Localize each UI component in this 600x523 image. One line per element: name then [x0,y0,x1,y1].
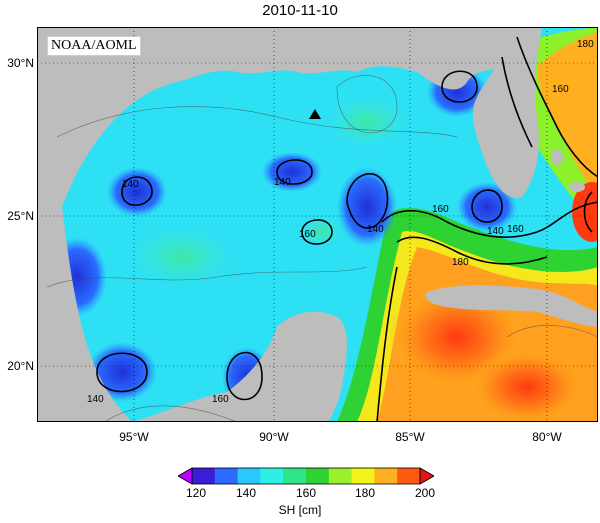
land-cuba [425,285,598,327]
colorbar-max-arrow [419,467,434,485]
cold-eddy-w [107,167,167,217]
map-border [37,27,598,422]
credit-label: NOAA/AOML [47,36,141,56]
cold-eddy-e [337,167,397,247]
lon-label: 85°W [395,430,425,444]
contour-label: 160 [432,204,449,215]
contour-label-group: 140 140 140 140 160 160 160 160 180 180 … [87,39,594,405]
colorbar-segment [397,468,421,484]
land-us [37,27,507,217]
green-patch-1 [132,227,232,287]
lon-label: 90°W [259,430,289,444]
lon-label: 80°W [532,430,562,444]
land-bahamas-1 [551,149,563,165]
land-bahamas-2 [569,182,585,192]
colorbar-segment [260,468,284,484]
colorbar-tick: 140 [235,486,257,500]
cold-eddy-c [262,152,322,192]
contour-label: 160 [507,224,524,235]
colorbar-segment [351,468,375,484]
colorbar-segment [306,468,330,484]
colorbar-segment [374,468,398,484]
land-mexico-west [37,207,132,422]
station-marker-icon [309,109,321,119]
map-title: 2010-11-10 [262,2,338,19]
green-patch-3 [302,217,342,247]
colorbar-title: SH [cm] [278,503,322,517]
contour-label: 160 [212,394,229,405]
contour-label: 140 [87,394,104,405]
land-florida [472,27,542,198]
lon-label: 95°W [119,430,149,444]
gridlines [37,27,598,422]
contour-label: 140 [274,177,291,188]
colorbar-min-arrow [178,467,193,485]
green-patch-2 [327,97,407,147]
contour-label: 160 [552,84,569,95]
colorbar-segment [237,468,261,484]
colorbar-tick: 160 [295,486,317,500]
contour-label: 180 [452,257,469,268]
colorbar-segment [214,468,239,484]
colorbar-tick: 180 [354,486,376,500]
lat-label: 25°N [7,209,34,223]
contours-bold [96,36,599,423]
gulf-stream-core [572,182,600,242]
contour-label: 140 [367,224,384,235]
map-panel: 140 140 140 140 160 160 160 160 180 180 … [37,27,600,428]
colorbar-border [191,467,421,485]
colorbar [178,467,434,485]
colorbar-segment [283,468,307,484]
contour-label: 160 [299,229,316,240]
lat-label: 20°N [7,359,34,373]
contour-label: 180 [577,39,594,50]
gulf-stream-orange [537,32,598,197]
colorbar-tick: 200 [414,486,436,500]
colorbar-tick: 120 [185,486,207,500]
cold-eddy-fl [457,182,517,232]
colorbar-segment [192,468,216,484]
land-yucatan [132,311,347,422]
colorbar-segment [328,468,353,484]
map-svg: 140 140 140 140 160 160 160 160 180 180 … [37,27,600,428]
contour-label: 140 [487,226,504,237]
contour-label: 140 [122,179,139,190]
lat-label: 30°N [7,56,34,70]
warm-eddy-2 [467,347,587,427]
